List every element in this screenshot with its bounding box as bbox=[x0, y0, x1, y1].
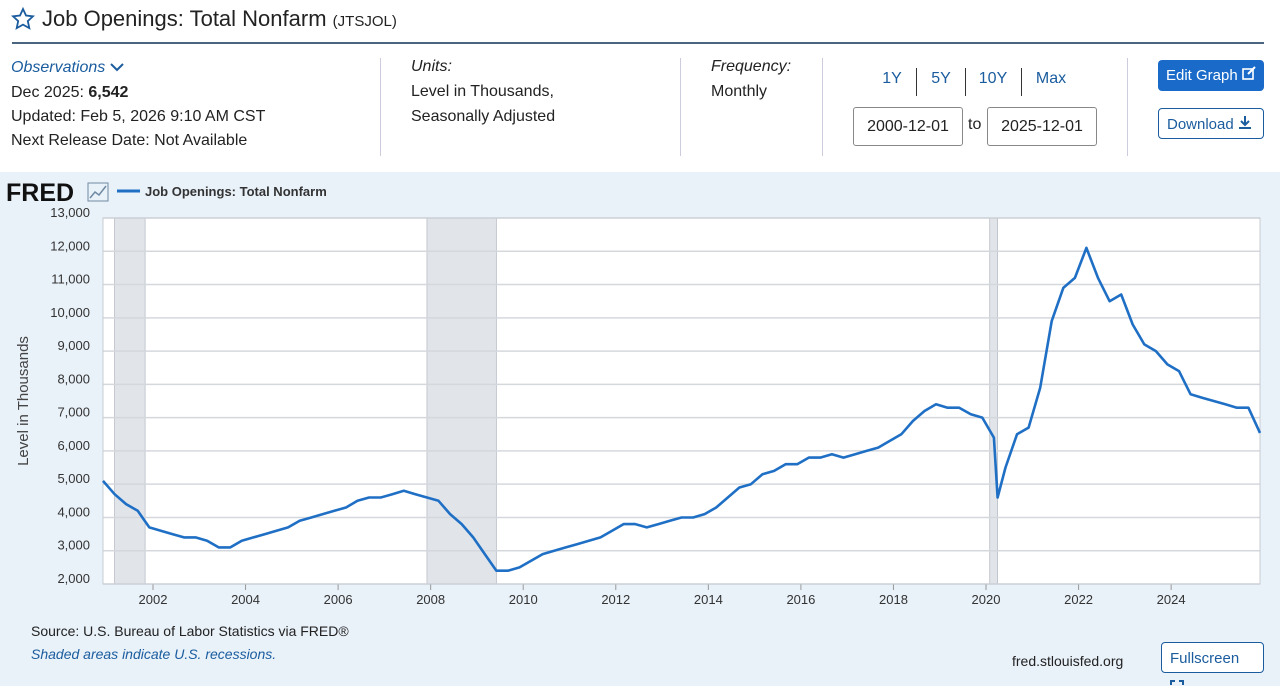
start-date-input[interactable]: 2000-12-01 bbox=[853, 107, 963, 146]
observations-toggle[interactable]: Observations bbox=[11, 59, 124, 77]
latest-observation: Dec 2025: 6,542 bbox=[11, 84, 128, 102]
logo-icon bbox=[87, 182, 109, 202]
source: Source: U.S. Bureau of Labor Statistics … bbox=[31, 623, 349, 639]
series-line bbox=[102, 246, 1262, 572]
y-tick-label: 2,000 bbox=[57, 571, 90, 586]
title: Job Openings: Total Nonfarm bbox=[42, 6, 327, 31]
x-tick-label: 2024 bbox=[1157, 592, 1186, 607]
favorite-star[interactable] bbox=[11, 7, 35, 31]
units-line: Level in Thousands, bbox=[411, 83, 554, 100]
y-tick-label: 10,000 bbox=[50, 305, 90, 320]
button-label: Edit Graph bbox=[1166, 67, 1238, 84]
y-tick-label: 7,000 bbox=[57, 405, 90, 420]
chart: FRED 2,000 3,000 4,000 5,000 6,000 7,000 8,000… bbox=[6, 179, 1262, 607]
units-label: Units: bbox=[411, 58, 452, 75]
y-tick-label: 6,000 bbox=[57, 438, 90, 453]
separator bbox=[822, 58, 823, 156]
range-button[interactable]: 10Y bbox=[978, 70, 1008, 87]
x-tick-label: 2016 bbox=[786, 592, 815, 607]
x-tick-label: 2008 bbox=[416, 592, 445, 607]
observations-label: Observations bbox=[11, 59, 106, 76]
y-tick-label: 3,000 bbox=[57, 538, 90, 553]
site-link[interactable]: fred.stlouisfed.org bbox=[1012, 653, 1124, 669]
range-button[interactable]: 5Y bbox=[931, 70, 951, 87]
x-tick-label: 2020 bbox=[972, 592, 1001, 607]
range-button[interactable]: 1Y bbox=[882, 70, 902, 87]
download-icon bbox=[1238, 116, 1251, 129]
units-line: Seasonally Adjusted bbox=[411, 108, 556, 125]
separator bbox=[380, 58, 381, 156]
y-axis-label: Level in Thousands bbox=[15, 336, 32, 466]
y-tick-label: 4,000 bbox=[57, 504, 90, 519]
recession-band bbox=[989, 217, 998, 585]
recession-note: Shaded areas indicate U.S. recessions. bbox=[31, 646, 277, 662]
obs-period: Dec 2025: bbox=[11, 84, 84, 101]
separator bbox=[916, 68, 917, 96]
x-tick-label: 2006 bbox=[324, 592, 353, 607]
x-tick-label: 2002 bbox=[139, 592, 168, 607]
y-tick-label: 12,000 bbox=[50, 238, 90, 253]
range-button[interactable]: Max bbox=[1035, 70, 1067, 87]
header-rule bbox=[12, 42, 1264, 44]
y-tick-label: 13,000 bbox=[50, 205, 90, 220]
separator bbox=[965, 68, 966, 96]
x-tick-label: 2018 bbox=[879, 592, 908, 607]
plot-frame bbox=[102, 217, 1261, 585]
fullscreen-icon bbox=[1170, 680, 1184, 685]
edit-graph-button[interactable]: Edit Graph bbox=[1158, 60, 1264, 91]
obs-value: 6,542 bbox=[88, 84, 129, 101]
updated: Updated: Feb 5, 2026 9:10 AM CST bbox=[11, 108, 266, 125]
y-tick-label: 9,000 bbox=[57, 338, 90, 353]
separator bbox=[680, 58, 681, 156]
recession-band bbox=[426, 217, 497, 585]
y-tick-label: 8,000 bbox=[57, 371, 90, 386]
frequency-label: Frequency: bbox=[711, 58, 792, 75]
date-separator: to bbox=[968, 116, 982, 133]
x-tick-label: 2012 bbox=[601, 592, 630, 607]
x-tick-label: 2014 bbox=[694, 592, 723, 607]
series-id: (JTSJOL) bbox=[332, 13, 397, 30]
x-tick-label: 2010 bbox=[509, 592, 538, 607]
chevron bbox=[110, 63, 124, 72]
page-title: Job Openings: Total Nonfarm (JTSJOL) bbox=[42, 6, 397, 32]
separator bbox=[1021, 68, 1022, 96]
download-button[interactable]: Download bbox=[1158, 108, 1264, 139]
fred-logo: FRED bbox=[6, 179, 74, 207]
separator bbox=[1127, 58, 1128, 156]
edit-icon bbox=[1242, 66, 1256, 80]
y-tick-label: 11,000 bbox=[51, 272, 90, 287]
x-tick-label: 2004 bbox=[231, 592, 260, 607]
plot-area bbox=[103, 218, 1260, 584]
legend-label: Job Openings: Total Nonfarm bbox=[145, 184, 327, 199]
next-release: Next Release Date: Not Available bbox=[11, 132, 248, 149]
end-date-input[interactable]: 2025-12-01 bbox=[987, 107, 1097, 146]
x-tick-label: 2022 bbox=[1064, 592, 1093, 607]
button-label: Download bbox=[1167, 116, 1234, 133]
frequency-value: Monthly bbox=[711, 83, 768, 100]
fullscreen-button[interactable]: Fullscreen bbox=[1161, 642, 1264, 685]
y-tick-label: 5,000 bbox=[57, 471, 90, 486]
recession-band bbox=[114, 217, 146, 585]
button-label: Fullscreen bbox=[1170, 650, 1240, 667]
